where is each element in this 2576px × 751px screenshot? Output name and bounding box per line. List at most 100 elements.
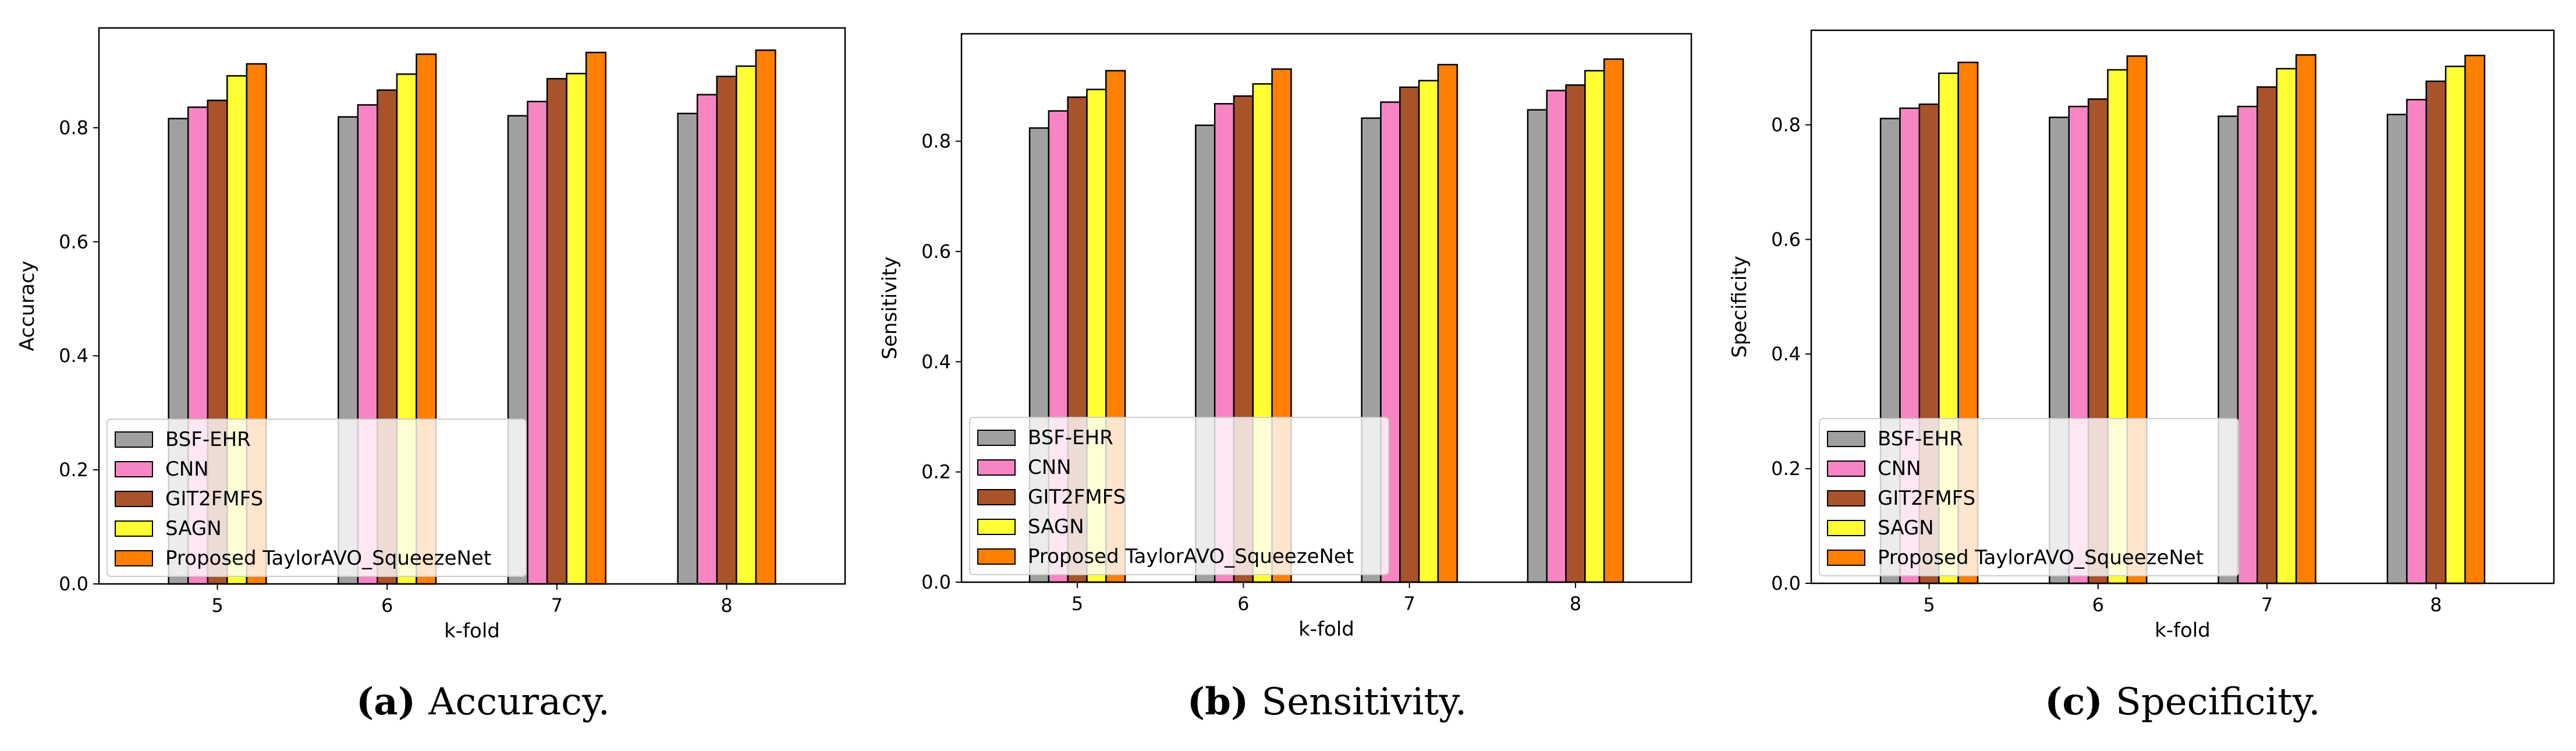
legend-box xyxy=(1819,418,2239,576)
x-axis-label: k-fold xyxy=(1298,618,1354,641)
bar-bsf-ehr-k8 xyxy=(1527,109,1548,583)
bar-cnn-k7 xyxy=(2237,105,2258,584)
legend-swatch xyxy=(115,431,153,448)
y-tick-label: 0.8 xyxy=(921,130,951,153)
x-axis-label: k-fold xyxy=(2155,619,2210,642)
caption-text: Sensitivity. xyxy=(1261,681,1467,724)
bar-git2fmfs-k7 xyxy=(2256,86,2278,584)
y-tick-label: 0.4 xyxy=(59,345,88,367)
bar-cnn-k8 xyxy=(1546,90,1567,583)
legend-swatch xyxy=(977,430,1016,446)
y-tick-label: 0.0 xyxy=(921,571,951,593)
bar-proposed-tayloravo-squeezenet-k7 xyxy=(1437,63,1458,583)
legend-label: GIT2FMFS xyxy=(1028,486,1126,509)
x-tick-label: 5 xyxy=(211,594,223,617)
legend-swatch xyxy=(977,519,1016,535)
caption-letter: (b) xyxy=(1187,680,1262,724)
bar-git2fmfs-k8 xyxy=(716,76,737,585)
axes-frame xyxy=(1810,29,2555,584)
legend-label: CNN xyxy=(165,458,209,481)
legend-label: GIT2FMFS xyxy=(165,487,263,511)
y-tick-label: 0.4 xyxy=(921,350,951,373)
bar-cnn-k8 xyxy=(696,94,718,585)
y-axis-label: Specificity xyxy=(1728,256,1751,357)
y-tick-label: 0.2 xyxy=(921,461,951,483)
y-tick-label: 0.2 xyxy=(59,459,88,481)
x-tick-label: 5 xyxy=(1923,594,1935,616)
chart-panel-3: 5 6 7 8 0.0 0.2 0.4 0.6 0.8 k-fold Specificity BSF-… xyxy=(1728,29,2555,724)
legend-swatch xyxy=(1827,460,1865,477)
bar-sagn-k7 xyxy=(1418,80,1439,583)
bar-sagn-k8 xyxy=(736,65,757,585)
x-tick-label: 5 xyxy=(1071,593,1083,615)
legend-label: Proposed TaylorAVO_SqueezeNet xyxy=(1028,545,1354,568)
y-tick-label: 0.8 xyxy=(59,116,88,139)
legend-label: CNN xyxy=(1878,457,1921,480)
bar-proposed-tayloravo-squeezenet-k7 xyxy=(2295,54,2316,584)
bar-proposed-tayloravo-squeezenet-k7 xyxy=(585,51,606,585)
bar-bsf-ehr-k8 xyxy=(677,112,698,585)
x-tick-label: 8 xyxy=(721,594,732,617)
x-tick-label: 8 xyxy=(2430,594,2442,616)
x-tick-label: 8 xyxy=(1570,593,1581,615)
legend-label: BSF-EHR xyxy=(1028,426,1113,449)
y-tick-label: 0.6 xyxy=(921,240,951,263)
bar-sagn-k7 xyxy=(566,73,587,585)
legend-swatch xyxy=(115,550,153,566)
y-tick-label: 0.4 xyxy=(1771,343,1801,365)
bar-sagn-k8 xyxy=(2444,65,2466,584)
bar-git2fmfs-k8 xyxy=(2425,80,2447,584)
panel-caption: (a) Accuracy. xyxy=(356,680,610,724)
panel-caption: (b) Sensitivity. xyxy=(1187,680,1467,724)
chart-panel-1: 5 6 7 8 0.0 0.2 0.4 0.6 0.8 k-fold Accuracy BSF-EHR… xyxy=(16,27,846,724)
legend: BSF-EHR CNN GIT2FMFS SAGN Proposed TaylorAVO… xyxy=(1819,418,2239,576)
legend-box xyxy=(969,417,1389,575)
chart-panel-2: 5 6 7 8 0.0 0.2 0.4 0.6 0.8 k-fold Sensitivity BSF-… xyxy=(878,33,1693,724)
caption-text: Accuracy. xyxy=(428,681,610,724)
legend-box xyxy=(107,419,527,577)
y-axis-label: Sensitivity xyxy=(878,256,902,359)
legend-swatch xyxy=(115,461,153,477)
x-tick-label: 7 xyxy=(2261,594,2273,616)
legend-label: BSF-EHR xyxy=(165,428,251,451)
legend-label: Proposed TaylorAVO_SqueezeNet xyxy=(1878,546,2204,569)
x-tick-label: 6 xyxy=(2092,594,2104,616)
legend: BSF-EHR CNN GIT2FMFS SAGN Proposed TaylorAVO… xyxy=(107,419,527,577)
y-tick-label: 0.6 xyxy=(59,231,88,253)
caption-letter: (a) xyxy=(356,680,428,724)
axes-frame xyxy=(98,27,846,585)
panel-caption: (c) Specificity. xyxy=(2045,680,2320,724)
legend-label: BSF-EHR xyxy=(1878,427,1963,451)
legend-swatch xyxy=(977,489,1016,505)
axes-frame xyxy=(960,33,1693,583)
bar-bsf-ehr-k8 xyxy=(2386,114,2408,584)
legend-label: GIT2FMFS xyxy=(1878,487,1975,510)
caption-text: Specificity. xyxy=(2116,681,2320,724)
x-tick-label: 6 xyxy=(381,594,393,617)
legend-swatch xyxy=(115,491,153,507)
bar-sagn-k8 xyxy=(1584,70,1605,583)
y-tick-label: 0.6 xyxy=(1771,228,1801,250)
bar-sagn-k7 xyxy=(2276,68,2297,584)
y-tick-label: 0.2 xyxy=(1771,458,1801,480)
bar-proposed-tayloravo-squeezenet-k8 xyxy=(755,49,776,585)
caption-letter: (c) xyxy=(2045,680,2116,724)
x-tick-label: 7 xyxy=(1403,593,1415,615)
legend: BSF-EHR CNN GIT2FMFS SAGN Proposed TaylorAVO… xyxy=(969,417,1389,575)
legend-swatch xyxy=(1827,431,1865,447)
bar-cnn-k8 xyxy=(2406,98,2427,584)
x-axis-label: k-fold xyxy=(444,619,500,643)
legend-swatch xyxy=(977,548,1016,565)
legend-label: SAGN xyxy=(1878,516,1934,540)
legend-swatch xyxy=(977,459,1016,476)
x-tick-label: 7 xyxy=(551,594,563,617)
legend-label: SAGN xyxy=(165,517,222,540)
bar-git2fmfs-k7 xyxy=(1399,86,1420,583)
y-axis-label: Accuracy xyxy=(16,261,39,351)
y-tick-label: 0.8 xyxy=(1771,114,1801,136)
legend-swatch xyxy=(1827,520,1865,536)
legend-label: CNN xyxy=(1028,456,1071,479)
bar-git2fmfs-k7 xyxy=(546,77,567,585)
bar-proposed-tayloravo-squeezenet-k8 xyxy=(1603,58,1624,583)
